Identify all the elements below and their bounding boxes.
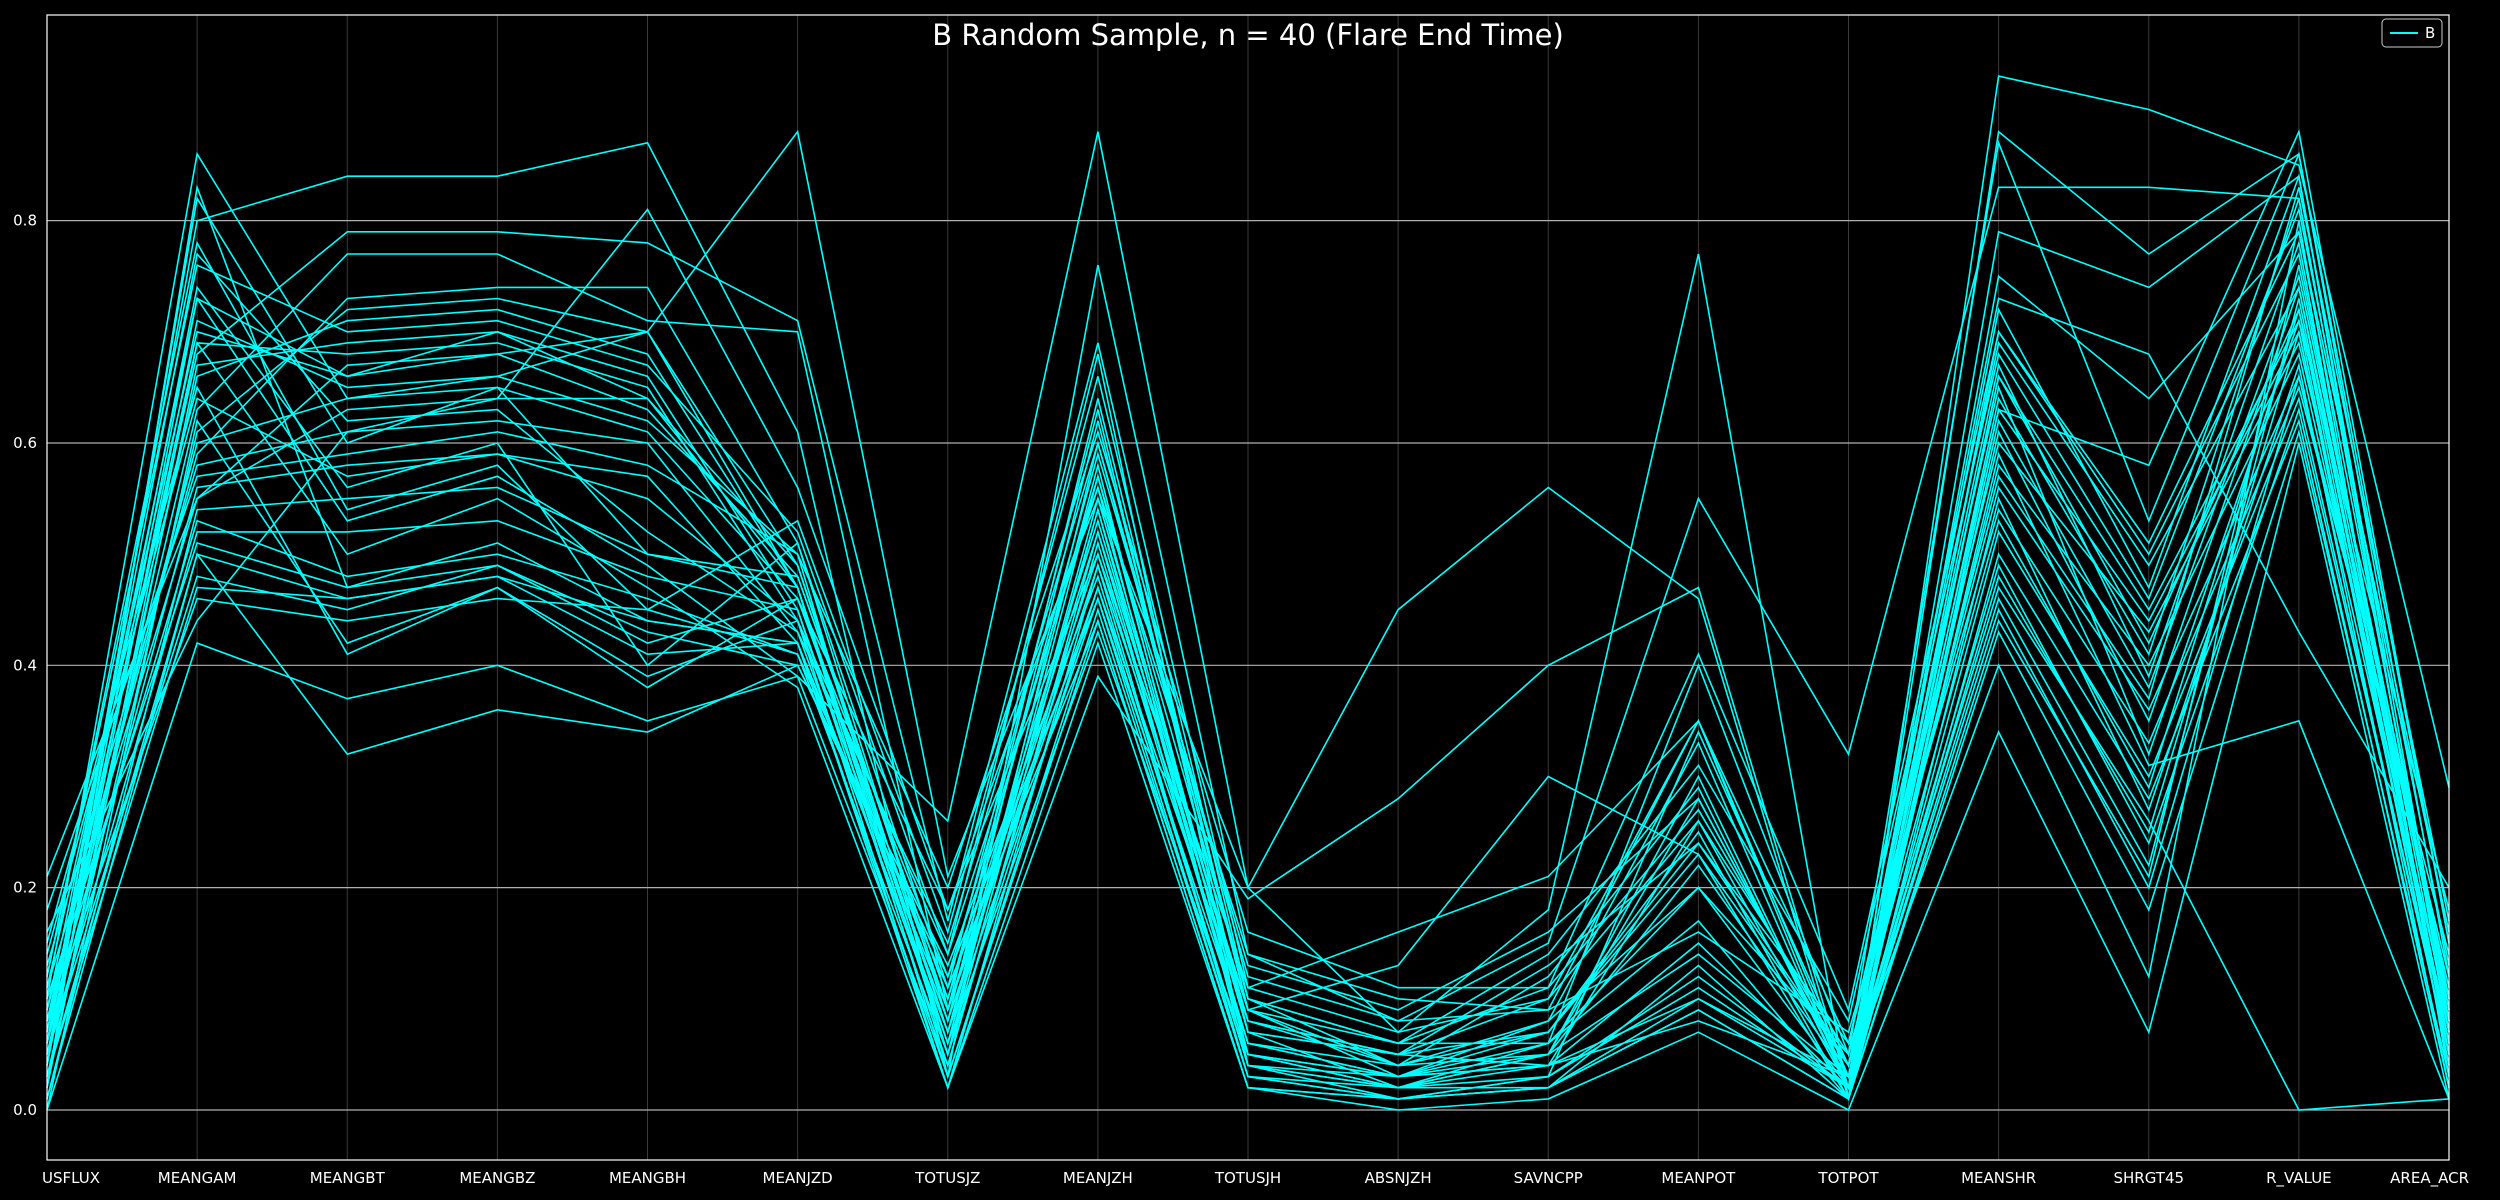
series-line-30 [46, 206, 2450, 1045]
series-line-29 [46, 198, 2450, 1091]
x-tick-label: MEANJZD [763, 1169, 833, 1187]
series-lines [46, 75, 2450, 1112]
series-line-39 [46, 306, 2450, 1068]
x-tick-label: SAVNCPP [1514, 1169, 1583, 1187]
y-tick-label: 0.0 [13, 1101, 37, 1119]
x-tick-label: TOTUSJZ [914, 1169, 980, 1187]
x-tick-label: MEANSHR [1961, 1169, 2036, 1187]
series-line-32 [46, 239, 2450, 1068]
y-tick-label: 0.8 [13, 212, 37, 230]
x-tick-label: MEANGBZ [459, 1169, 535, 1187]
x-tick-label: TOTUSJH [1214, 1169, 1281, 1187]
x-tick-label: MEANJZH [1063, 1169, 1133, 1187]
x-tick-labels: USFLUX MEANGAM MEANGBT MEANGBZ MEANGBH MEANJZ… [42, 1169, 2469, 1188]
x-tick-label: R_VALUE [2266, 1169, 2332, 1188]
series-line-34 [46, 340, 2450, 1101]
x-tick-label: MEANPOT [1661, 1169, 1736, 1187]
series-line-8 [46, 129, 2450, 1100]
y-tick-label: 0.2 [13, 879, 37, 897]
series-line-4 [46, 130, 2450, 1091]
x-tick-label: AREA_ACR [2390, 1169, 2469, 1188]
plot-frame [46, 14, 2450, 1161]
series-line-35 [46, 317, 2450, 1046]
series-line-40 [46, 428, 2450, 1101]
x-tick-label: MEANGAM [158, 1169, 237, 1187]
legend-label: B [2425, 24, 2435, 42]
x-tick-label: SHRGT45 [2113, 1169, 2184, 1187]
series-line-20 [46, 384, 2450, 1034]
chart-title: B Random Sample, n = 40 (Flare End Time) [932, 18, 1564, 52]
series-line-33 [46, 284, 2450, 1090]
x-tick-label: USFLUX [42, 1169, 100, 1187]
series-line-36 [46, 229, 2450, 1013]
series-line-37 [46, 406, 2450, 1078]
x-tick-label: MEANGBT [310, 1169, 386, 1187]
legend: B [2381, 18, 2443, 48]
series-line-38 [46, 373, 2450, 1089]
y-tick-label: 0.6 [13, 434, 37, 452]
series-line-28 [46, 187, 2450, 1057]
x-tick-label: ABSNJZH [1365, 1169, 1432, 1187]
x-tick-label: MEANGBH [609, 1169, 686, 1187]
y-tick-label: 0.4 [13, 656, 37, 674]
x-tick-label: TOTPOT [1817, 1169, 1879, 1187]
y-tick-labels: 0.0 0.2 0.4 0.6 0.8 [13, 212, 37, 1119]
